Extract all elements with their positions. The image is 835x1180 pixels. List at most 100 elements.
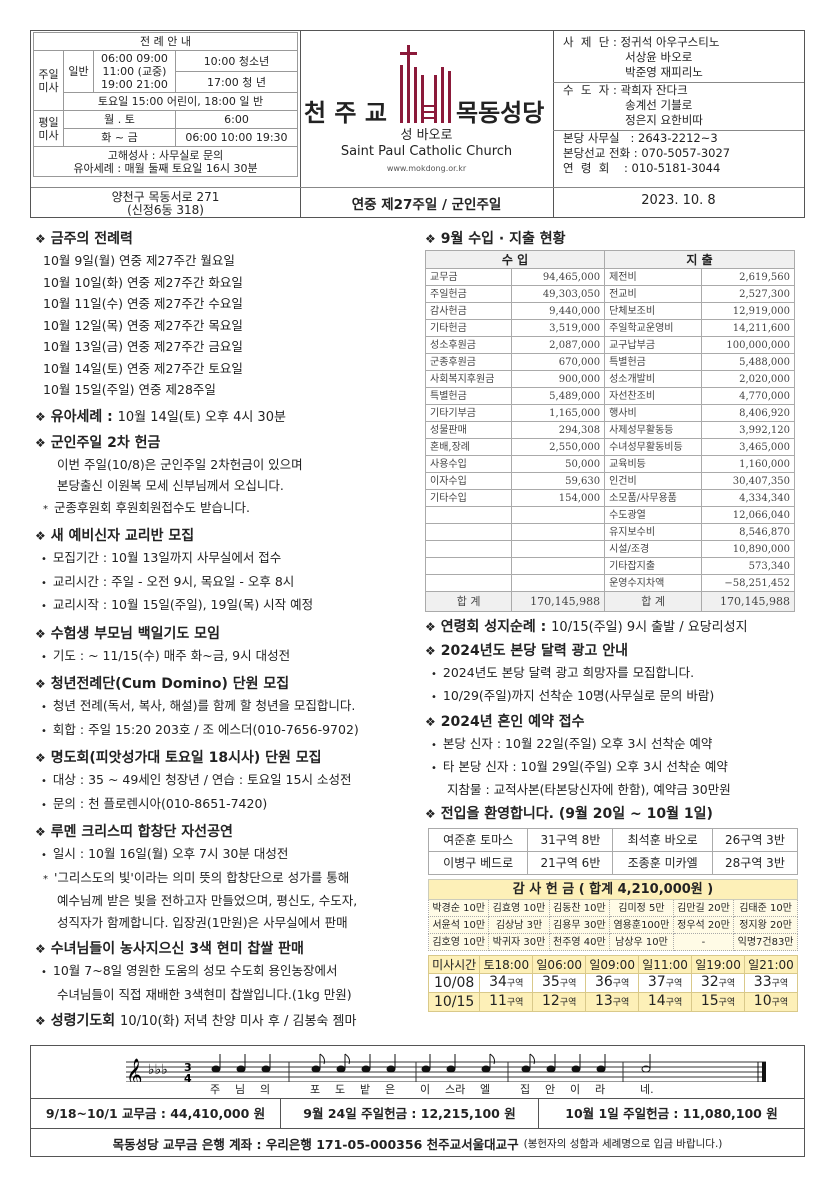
transfer-row: 이병구 베드로 21구역 6반 조종훈 미카엘 28구역 3반	[427, 851, 799, 875]
amount-cell: 5,489,000	[511, 387, 606, 405]
notice-line: 일시 : 10월 16일(월) 오후 7시 30분 대성전	[35, 843, 420, 867]
music-staff: 𝄞 ♭♭♭ 34	[126, 1053, 766, 1082]
note	[236, 1065, 246, 1073]
thanksgiving-row: 박경순 10만 김효영 10만 김동찬 10만 김미정 5만 김만길 20만 김태준 10…	[427, 899, 798, 917]
amount-cell: 154,000	[511, 489, 606, 507]
finance-row: 기타잡지출 573,340	[424, 557, 795, 575]
duty-zone: 33구역	[743, 973, 799, 993]
notice-line: 수녀님들이 직접 재배한 3색현미 찹쌀입니다.(1kg 만원)	[57, 986, 352, 1002]
item-cell: 혼배,장례	[424, 438, 513, 456]
lyric-syllable: 님	[235, 1083, 246, 1096]
left-column: ❖ 금주의 전례력 10월 9일(월) 연중 제27주간 월요일 10월 10일(화)…	[35, 230, 420, 1038]
young-adult-mass: 17:00 청 년	[174, 71, 299, 93]
lyric-syllable: 이	[420, 1083, 431, 1096]
amount-cell: 2,619,560	[701, 268, 795, 286]
donor-cell: 염용훈100만	[609, 916, 674, 934]
amount-cell: 12,919,000	[701, 302, 795, 320]
notice-line: 이번 주일(10/8)은 군인주일 2차헌금이 있으며	[57, 456, 303, 472]
time-signature: 3	[184, 1061, 192, 1074]
notice-section: ❖ 군인주일 2차 헌금 이번 주일(10/8)은 군인주일 2차헌금이 있으며 본당…	[35, 434, 420, 521]
item-cell: 수녀성무활동비등	[604, 438, 703, 456]
note	[521, 1065, 531, 1073]
item-cell: 인건비	[604, 472, 703, 490]
logo-english-name: Saint Paul Catholic Church	[340, 144, 513, 159]
finance-row: 특별헌금 5,489,000 자선찬조비 4,770,000	[424, 387, 795, 405]
notice-line: 2024년도 본당 달력 광고 희망자를 모집합니다.	[425, 662, 805, 685]
tue-fri-label: 화 ~ 금	[63, 128, 176, 147]
church-website[interactable]: www.mokdong.or.kr	[386, 164, 467, 173]
diamond-icon: ❖	[35, 529, 46, 543]
diamond-icon: ❖	[35, 677, 46, 691]
amount-cell	[511, 557, 606, 575]
item-cell	[424, 540, 513, 558]
finance-row: 성소후원금 2,087,000 교구납부금 100,000,000	[424, 336, 795, 354]
lyric-syllable: 의	[260, 1083, 271, 1096]
item-cell: 사회복지후원금	[424, 370, 513, 388]
logo-text-right: 목동성당	[456, 99, 545, 127]
diamond-icon: ❖	[35, 1014, 46, 1028]
notice-heading: ❖ 성령기도회 10/10(화) 저녁 찬양 미사 후 / 김봉숙 젬마	[35, 1012, 420, 1031]
duty-zone: 15구역	[691, 992, 745, 1012]
income-header: 수 입	[424, 250, 606, 269]
zone-cell: 21구역 6반	[527, 851, 614, 875]
amount-cell: 2,087,000	[511, 336, 606, 354]
notice-section: ❖ 수험생 부모님 백일기도 모임기도 : ~ 11/15(수) 매주 화~금, …	[35, 625, 420, 669]
notice-title: 루멘 크리스띠 합창단 자선공연	[50, 824, 233, 840]
diamond-icon: ❖	[35, 751, 46, 765]
amount-cell: 294,308	[511, 421, 606, 439]
item-cell: 단체보조비	[604, 302, 703, 320]
amount-cell: 2,527,300	[701, 285, 795, 303]
item-cell	[424, 523, 513, 541]
tue-fri-times: 06:00 10:00 19:30	[174, 128, 299, 147]
diamond-icon: ❖	[425, 807, 436, 821]
item-cell: 특별헌금	[604, 353, 703, 371]
donor-cell: 정지왕 20만	[733, 916, 798, 934]
note	[421, 1065, 431, 1073]
amount-cell: 4,770,000	[701, 387, 795, 405]
thanksgiving-title: 감 사 헌 금 ( 합계 4,210,000원 )	[428, 879, 798, 900]
amount-cell: 49,303,050	[511, 285, 606, 303]
donor-cell: 김효영 10만	[488, 899, 550, 917]
lyric-syllable: 네.	[640, 1083, 654, 1096]
amount-cell: 8,406,920	[701, 404, 795, 422]
svg-text:4: 4	[184, 1072, 192, 1082]
mass-guide-table: 전 례 안 내 주일 미사 일반 06:00 09:00 11:00 (교중) 19…	[33, 32, 299, 177]
donor-cell: 남상우 10만	[609, 933, 674, 951]
notice-title: 청년전례단(Cum Domino) 단원 모집	[50, 676, 290, 692]
duty-zone: 36구역	[585, 973, 640, 993]
zone-cell: 26구역 3반	[711, 828, 799, 852]
notice-title: 2024년 혼인 예약 접수	[440, 714, 585, 730]
bank-account: 목동성당 교무금 은행 계좌 : 우리은행 171-05-000356 천주교서…	[31, 1128, 804, 1157]
diamond-icon: ❖	[35, 409, 46, 424]
finance-row: 수도광열 12,066,040	[424, 506, 795, 524]
name-cell: 최석훈 바오로	[612, 828, 713, 852]
notice-section: ❖ 유아세례 : 10월 14일(토) 오후 4시 30분	[35, 408, 420, 427]
amount-cell: 59,630	[511, 472, 606, 490]
mass-time-header: 일09:00	[585, 955, 640, 974]
notice-title: 유아세례 :	[50, 408, 113, 425]
amount-cell: 30,407,350	[701, 472, 795, 490]
notice-title: 금주의 전례력	[50, 231, 133, 247]
donor-cell: 서윤석 10만	[427, 916, 490, 934]
amount-cell: 573,340	[701, 557, 795, 575]
notice-section: ❖ 수녀님들이 농사지으신 3색 현미 찹쌀 판매 10월 7~8일 영원한 도움의…	[35, 940, 420, 1005]
notice-line: 예수님께 받은 빛을 전하고자 만들었으며, 평신도, 수도자,	[57, 893, 358, 908]
amount-cell: 50,000	[511, 455, 606, 473]
mass-guide-notes: 고해성사 : 사무실로 문의 유아세례 : 매월 둘째 토요일 16시 30분	[33, 146, 298, 177]
amount-cell	[511, 540, 606, 558]
mon-sat-time: 6:00	[174, 110, 299, 129]
notice-line: 10월 11일(수) 연중 제27주간 수요일	[43, 296, 243, 311]
amount-cell: 1,160,000	[701, 455, 795, 473]
amount-cell: 670,000	[511, 353, 606, 371]
item-cell: 교무금	[424, 268, 513, 286]
flat-signs: ♭♭♭	[148, 1062, 168, 1078]
item-cell: 제전비	[604, 268, 703, 286]
amount-cell: 3,992,120	[701, 421, 795, 439]
bulletin-date: 2023. 10. 8	[641, 193, 716, 208]
dues-total: 9/18~10/1 교무금 : 44,410,000 원	[31, 1099, 281, 1128]
notice-section: ❖ 루멘 크리스띠 합창단 자선공연일시 : 10월 16일(월) 오후 7시 3…	[35, 823, 420, 933]
finance-row: 운영수지차액 −58,251,452	[424, 574, 795, 592]
sunday-mass-label: 주일 미사	[33, 50, 64, 111]
